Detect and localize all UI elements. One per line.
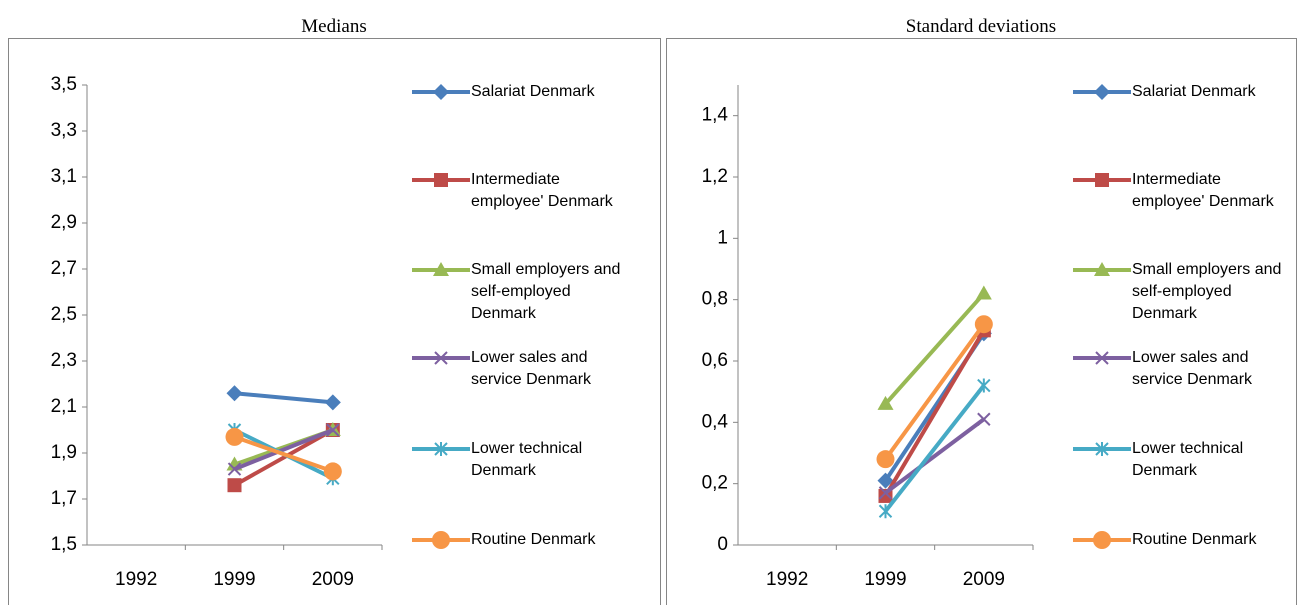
- y-tick-label: 0,4: [702, 411, 729, 432]
- y-tick-label: 2,3: [51, 350, 77, 371]
- y-tick-label: 1,9: [51, 442, 77, 463]
- legend-marker: [1095, 442, 1109, 456]
- marker: [975, 285, 992, 300]
- marker: [326, 423, 340, 437]
- y-tick-label: 2,7: [51, 258, 77, 279]
- series-line: [234, 391, 334, 405]
- legend-marker: [434, 173, 448, 187]
- y-tick-label: 1,2: [702, 166, 728, 187]
- legend-label: Salariat Denmark: [1132, 83, 1256, 100]
- legend-marker: [1094, 262, 1110, 276]
- marker: [974, 315, 993, 334]
- legend-marker: [1095, 351, 1109, 365]
- legend-label: Lower technical Denmark: [1132, 440, 1244, 479]
- legend-label: Small employers and self-employed Denmar…: [1132, 261, 1282, 322]
- x-tick-label: 1999: [213, 569, 255, 590]
- marker: [227, 462, 242, 476]
- marker: [977, 412, 991, 426]
- legend-label: Small employers and self-employed Denmar…: [471, 261, 621, 322]
- y-tick-label: 0,2: [702, 473, 728, 494]
- legend-label: Intermediate employee' Denmark: [1132, 171, 1274, 210]
- marker: [877, 395, 894, 410]
- series-line: [233, 428, 334, 471]
- series-line: [884, 292, 986, 406]
- x-tick-label: 1992: [766, 569, 808, 590]
- legend-label: Routine Denmark: [1132, 531, 1257, 548]
- y-tick-label: 1,7: [51, 488, 77, 509]
- y-tick-label: 3,1: [51, 166, 77, 187]
- y-tick-label: 0,8: [702, 289, 728, 310]
- y-tick-label: 2,5: [51, 304, 77, 325]
- marker: [227, 478, 242, 493]
- legend-marker: [1094, 84, 1110, 100]
- series-line: [883, 323, 986, 461]
- marker: [876, 450, 895, 469]
- panel-border: [8, 38, 661, 605]
- series-line: [233, 428, 334, 487]
- marker: [877, 472, 894, 489]
- y-tick-label: 1: [717, 227, 728, 248]
- x-tick-label: 2009: [312, 569, 354, 590]
- legend-marker: [1095, 173, 1109, 187]
- y-tick-label: 1,4: [702, 105, 729, 126]
- legend-label: Salariat Denmark: [471, 83, 595, 100]
- legend-marker: [1093, 531, 1111, 549]
- y-tick-label: 0: [717, 534, 728, 555]
- legend-marker: [432, 531, 450, 549]
- legend-label: Intermediate employee' Denmark: [471, 171, 613, 210]
- chart-title: Standard deviations: [905, 16, 1057, 37]
- series-line: [884, 417, 986, 495]
- marker: [324, 394, 341, 411]
- y-tick-label: 2,9: [51, 212, 77, 233]
- legend-marker: [433, 84, 449, 100]
- x-tick-label: 1999: [864, 569, 906, 590]
- y-tick-label: 0,6: [702, 350, 728, 371]
- legend-label: Lower sales and service Denmark: [471, 349, 592, 388]
- y-tick-label: 3,3: [51, 120, 77, 141]
- y-tick-label: 2,1: [51, 396, 77, 417]
- marker: [977, 378, 991, 393]
- chart-title: Medians: [301, 16, 367, 37]
- series-line: [883, 329, 986, 497]
- x-tick-label: 1992: [115, 569, 157, 590]
- marker: [226, 385, 243, 402]
- legend-label: Lower technical Denmark: [471, 440, 583, 479]
- x-tick-label: 2009: [963, 569, 1005, 590]
- legend-marker: [433, 262, 449, 276]
- legend-label: Lower sales and service Denmark: [1132, 349, 1253, 388]
- legend-marker: [434, 442, 448, 456]
- marker: [323, 462, 342, 481]
- marker: [225, 427, 244, 446]
- series-line: [883, 384, 986, 513]
- marker: [878, 504, 893, 519]
- legend-marker: [434, 351, 448, 365]
- y-tick-label: 3,5: [51, 74, 77, 95]
- y-tick-label: 1,5: [51, 534, 77, 555]
- legend-label: Routine Denmark: [471, 531, 596, 548]
- marker: [878, 486, 893, 500]
- series-line: [233, 435, 334, 474]
